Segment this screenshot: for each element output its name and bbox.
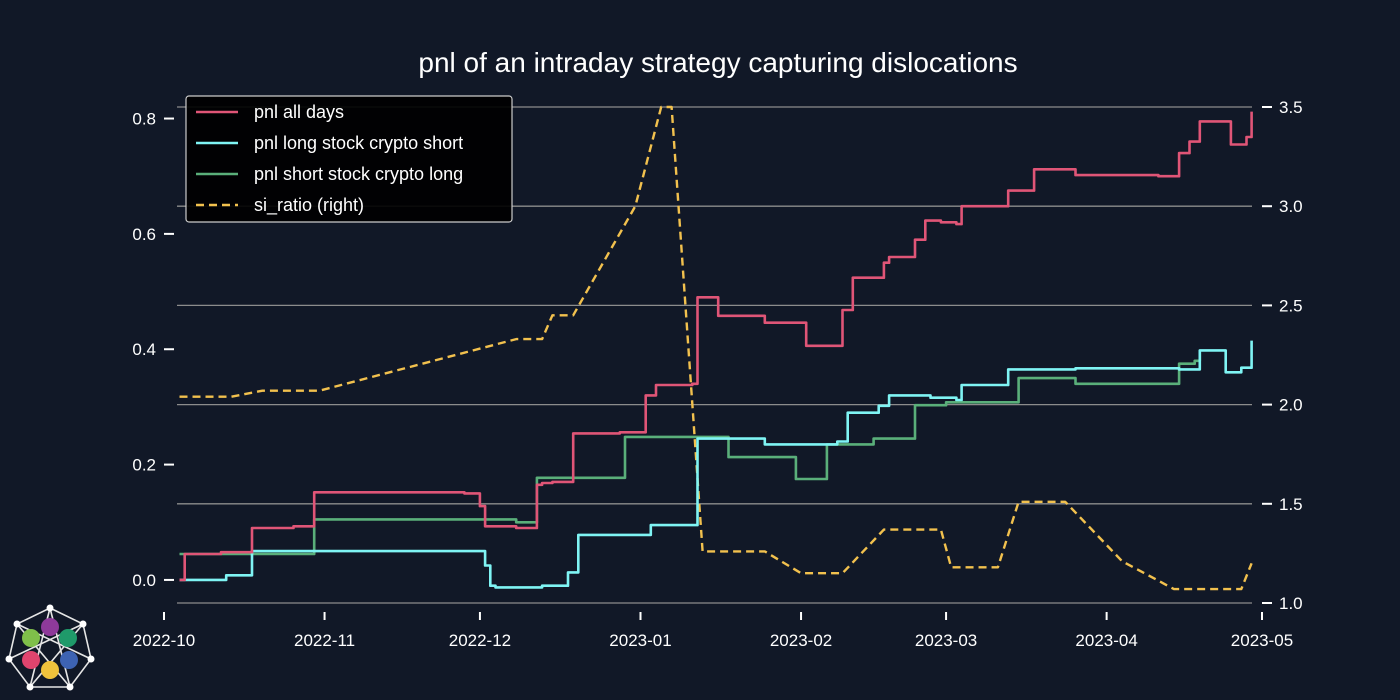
- x-tick-label: 2023-03: [915, 631, 977, 650]
- x-axis: 2022-10 2022-11 2022-12 2023-01 2023-02 2023-…: [133, 612, 1293, 650]
- left-tick-label: 0.8: [132, 110, 156, 129]
- legend-label: si_ratio (right): [254, 195, 364, 216]
- right-tick-label: 3.0: [1279, 197, 1303, 216]
- x-tick-label: 2022-12: [449, 631, 511, 650]
- chart-title: pnl of an intraday strategy capturing di…: [418, 47, 1017, 78]
- right-tick-label: 1.0: [1279, 594, 1303, 613]
- x-tick-label: 2022-10: [133, 631, 195, 650]
- right-tick-label: 3.5: [1279, 98, 1303, 117]
- legend-label: pnl short stock crypto long: [254, 164, 463, 184]
- left-y-axis: 0.0 0.2 0.4 0.6 0.8: [132, 110, 174, 590]
- series-line-pnl-long-stock-crypto-short: [179, 340, 1253, 589]
- legend-label: pnl long stock crypto short: [254, 133, 463, 153]
- x-tick-label: 2023-04: [1075, 631, 1137, 650]
- left-tick-label: 0.0: [132, 571, 156, 590]
- left-tick-label: 0.2: [132, 456, 156, 475]
- right-tick-label: 2.0: [1279, 396, 1303, 415]
- right-tick-label: 1.5: [1279, 495, 1303, 514]
- x-tick-label: 2023-01: [609, 631, 671, 650]
- right-tick-label: 2.5: [1279, 296, 1303, 315]
- left-tick-label: 0.6: [132, 225, 156, 244]
- series-line-si-ratio-right-: [179, 105, 1253, 591]
- series-line-pnl-all-days: [179, 111, 1253, 582]
- x-tick-label: 2023-02: [770, 631, 832, 650]
- x-tick-label: 2022-11: [294, 631, 355, 650]
- legend: pnl all days pnl long stock crypto short p…: [185, 95, 513, 223]
- left-tick-label: 0.4: [132, 340, 156, 359]
- legend-label: pnl all days: [254, 102, 344, 122]
- legend-box: [185, 95, 513, 223]
- x-tick-label: 2023-05: [1231, 631, 1293, 650]
- series-layer: [179, 105, 1253, 591]
- right-y-axis: 1.0 1.5 2.0 2.5 3.0 3.5: [1262, 98, 1303, 613]
- app-logo: [5, 604, 95, 691]
